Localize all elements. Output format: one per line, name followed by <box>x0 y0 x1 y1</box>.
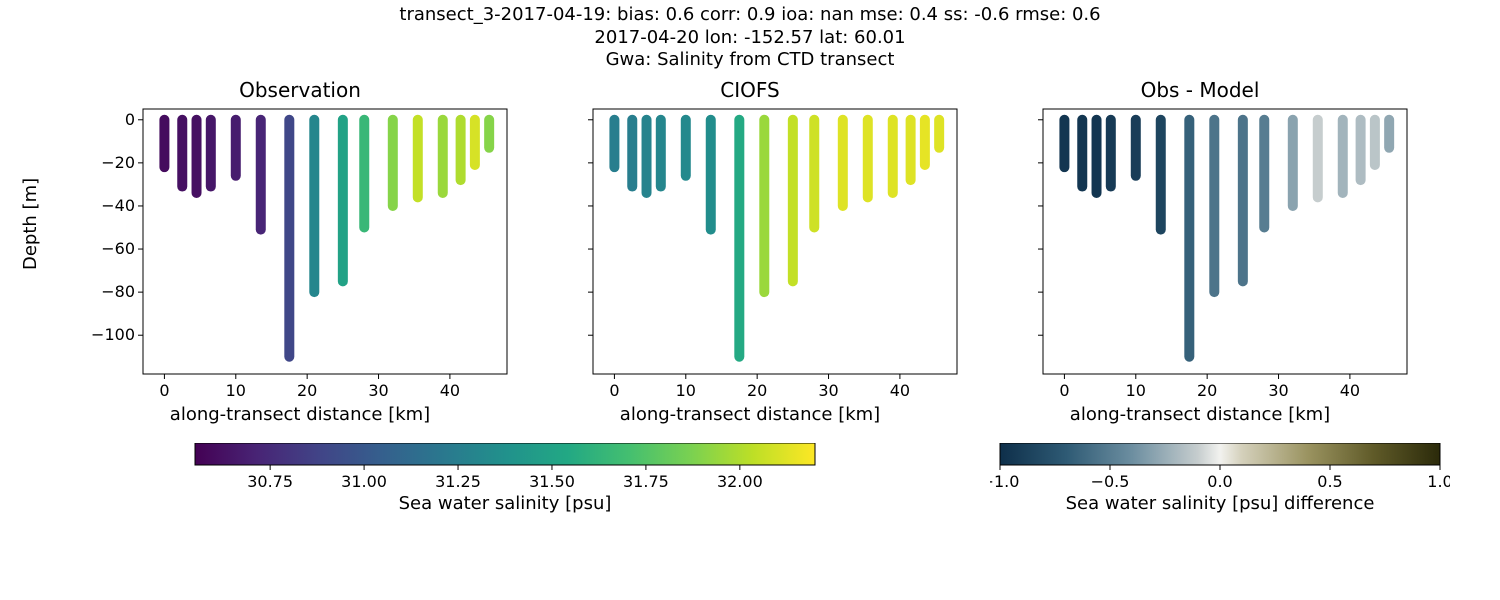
svg-text:0: 0 <box>1059 381 1069 400</box>
panel-ciofs: CIOFS 0 10 20 30 40 along-transect distance … <box>535 78 965 425</box>
svg-text:−40: −40 <box>101 195 135 214</box>
svg-text:31.00: 31.00 <box>341 472 387 491</box>
svg-text:30: 30 <box>818 381 838 400</box>
title-line1: transect_3-2017-04-19: bias: 0.6 corr: 0… <box>0 4 1500 27</box>
svg-text:40: 40 <box>440 381 460 400</box>
svg-text:20: 20 <box>1197 381 1217 400</box>
svg-text:−60: −60 <box>101 239 135 258</box>
chart-diff: 0 10 20 30 40 <box>985 104 1415 404</box>
colorbar-salinity-slot: 30.75 31.00 31.25 31.50 31.75 32.00 Sea water… <box>45 443 965 514</box>
svg-text:0: 0 <box>125 109 135 128</box>
svg-text:0.0: 0.0 <box>1207 472 1232 491</box>
panel-diff: Obs - Model 0 10 20 30 40 along-transect dis… <box>985 78 1415 425</box>
chart-observation: 0 10 20 30 40 0 −20 −40 −60 −80 −100 <box>85 104 515 404</box>
svg-text:−0.5: −0.5 <box>1091 472 1130 491</box>
svg-text:31.50: 31.50 <box>529 472 575 491</box>
svg-text:−1.0: −1.0 <box>990 472 1019 491</box>
svg-text:40: 40 <box>1340 381 1360 400</box>
panels-row: Observation 0 10 20 30 40 0 −20 −40 −60 −80 −100 a… <box>0 78 1500 425</box>
svg-text:30: 30 <box>1268 381 1288 400</box>
panel-title: CIOFS <box>720 78 779 102</box>
svg-text:31.75: 31.75 <box>623 472 669 491</box>
panel-title: Obs - Model <box>1141 78 1260 102</box>
svg-text:32.00: 32.00 <box>717 472 763 491</box>
svg-text:0.5: 0.5 <box>1317 472 1342 491</box>
chart-ciofs: 0 10 20 30 40 <box>535 104 965 404</box>
svg-text:10: 10 <box>226 381 246 400</box>
y-axis-label: Depth [m] <box>20 178 41 270</box>
svg-text:−100: −100 <box>91 325 135 344</box>
svg-text:−80: −80 <box>101 282 135 301</box>
svg-text:0: 0 <box>609 381 619 400</box>
svg-text:20: 20 <box>747 381 767 400</box>
svg-text:30.75: 30.75 <box>247 472 293 491</box>
svg-text:10: 10 <box>676 381 696 400</box>
svg-text:10: 10 <box>1126 381 1146 400</box>
svg-text:20: 20 <box>297 381 317 400</box>
colorbars-row: 30.75 31.00 31.25 31.50 31.75 32.00 Sea water… <box>0 443 1500 514</box>
colorbar-salinity-label: Sea water salinity [psu] <box>399 493 612 514</box>
colorbar-diff: −1.0 −0.5 0.0 0.5 1.0 <box>990 443 1450 491</box>
figure-suptitle: transect_3-2017-04-19: bias: 0.6 corr: 0… <box>0 0 1500 72</box>
title-line3: Gwa: Salinity from CTD transect <box>0 49 1500 72</box>
colorbar-salinity: 30.75 31.00 31.25 31.50 31.75 32.00 <box>185 443 825 491</box>
svg-text:−20: −20 <box>101 152 135 171</box>
svg-text:31.25: 31.25 <box>435 472 481 491</box>
colorbar-diff-slot: −1.0 −0.5 0.0 0.5 1.0 Sea water salinity [ps… <box>985 443 1455 514</box>
panel-observation: Observation 0 10 20 30 40 0 −20 −40 −60 −80 −100 a… <box>85 78 515 425</box>
panel-title: Observation <box>239 78 361 102</box>
title-line2: 2017-04-20 lon: -152.57 lat: 60.01 <box>0 27 1500 50</box>
svg-text:40: 40 <box>890 381 910 400</box>
x-axis-label: along-transect distance [km] <box>170 404 430 425</box>
colorbar-diff-label: Sea water salinity [psu] difference <box>1066 493 1375 514</box>
svg-text:0: 0 <box>159 381 169 400</box>
x-axis-label: along-transect distance [km] <box>620 404 880 425</box>
svg-text:1.0: 1.0 <box>1427 472 1450 491</box>
svg-text:30: 30 <box>368 381 388 400</box>
x-axis-label: along-transect distance [km] <box>1070 404 1330 425</box>
